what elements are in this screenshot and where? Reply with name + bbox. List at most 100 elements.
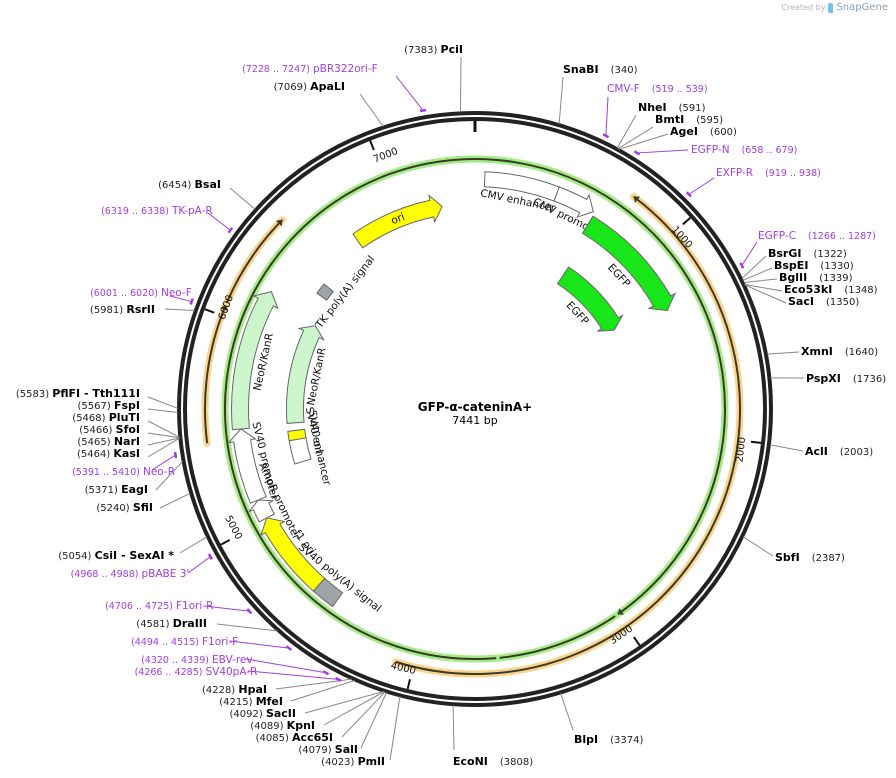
orf-line[interactable] bbox=[204, 304, 227, 444]
enzyme-site[interactable]: (5981) RsrII bbox=[90, 303, 195, 316]
orf-line[interactable] bbox=[224, 158, 726, 660]
enzyme-label[interactable]: (5464) KasI bbox=[77, 447, 140, 460]
enzyme-label[interactable]: (5371) EagI bbox=[85, 483, 148, 496]
enzyme-label[interactable]: (5466) SfoI bbox=[79, 423, 140, 436]
enzyme-label[interactable]: (5583) PflFI - Tth111I bbox=[16, 387, 140, 400]
primer-site[interactable]: (4706 .. 4725) F1ori-R bbox=[105, 600, 253, 615]
enzyme-label[interactable]: (4023) PmlI bbox=[321, 755, 385, 768]
feature-shape[interactable] bbox=[227, 428, 267, 504]
enzyme-site[interactable]: (5054) CsiI - SexAI * bbox=[58, 536, 208, 562]
enzyme-site[interactable]: (6454) BsaI bbox=[158, 178, 256, 210]
enzyme-label[interactable]: (4085) Acc65I bbox=[256, 731, 333, 744]
enzyme-label[interactable]: NheI (591) bbox=[638, 101, 706, 114]
feature-shape[interactable] bbox=[248, 499, 275, 523]
feature-shape[interactable] bbox=[352, 194, 443, 249]
primer-site[interactable]: EGFP-N (658 .. 679) bbox=[633, 144, 797, 156]
enzyme-site[interactable]: (5567) FspI bbox=[78, 399, 179, 413]
primer-label[interactable]: CMV-F (519 .. 539) bbox=[607, 83, 708, 95]
feature-shape[interactable] bbox=[288, 437, 312, 465]
enzyme-label[interactable]: (4092) SacII bbox=[230, 707, 297, 720]
enzyme-label[interactable]: SnaBI (340) bbox=[563, 63, 638, 76]
enzyme-label[interactable]: Eco53kI (1348) bbox=[784, 283, 878, 296]
primer-label[interactable]: (6001 .. 6020) Neo-F bbox=[90, 287, 192, 299]
feature-shape[interactable] bbox=[231, 291, 279, 431]
enzyme-site[interactable]: (5468) PluTI bbox=[72, 411, 180, 438]
enzyme-site[interactable]: (4085) Acc65I bbox=[256, 691, 386, 744]
enzyme-site[interactable]: BmtI (595) bbox=[617, 113, 723, 150]
primer-label[interactable]: (4266 .. 4285) SV40pA-R bbox=[135, 666, 258, 678]
enzyme-site[interactable]: EcoNI (3808) bbox=[452, 705, 533, 768]
enzyme-site[interactable]: BspEI (1330) bbox=[742, 259, 854, 281]
enzyme-label[interactable]: (4089) KpnI bbox=[250, 719, 315, 732]
enzyme-label[interactable]: EcoNI (3808) bbox=[453, 755, 533, 768]
enzyme-site[interactable]: (7069) ApaLI bbox=[274, 80, 384, 127]
enzyme-site[interactable]: (5240) SfiI bbox=[96, 492, 191, 514]
enzyme-site[interactable]: (7383) PciI bbox=[404, 43, 463, 113]
enzyme-label[interactable]: (5465) NarI bbox=[77, 435, 140, 448]
enzyme-site[interactable]: BsrGI (1322) bbox=[741, 247, 847, 279]
enzyme-site[interactable]: SnaBI (340) bbox=[558, 63, 638, 125]
feature-shape[interactable] bbox=[553, 186, 594, 218]
enzyme-label[interactable]: (4215) MfeI bbox=[219, 695, 283, 708]
enzyme-site[interactable]: SbfI (2387) bbox=[742, 536, 845, 564]
primer-site[interactable]: EGFP-C (1266 .. 1287) bbox=[739, 230, 876, 269]
primer-site[interactable]: (4494 .. 4515) F1ori-F bbox=[131, 636, 293, 651]
enzyme-label[interactable]: BsrGI (1322) bbox=[768, 247, 847, 260]
enzyme-site[interactable]: (4228) HpaI bbox=[202, 678, 352, 696]
feature-shape[interactable] bbox=[581, 215, 677, 312]
orf-line[interactable] bbox=[225, 219, 284, 304]
primer-site[interactable]: EXFP-R (919 .. 938) bbox=[685, 167, 821, 198]
enzyme-site[interactable]: Eco53kI (1348) bbox=[744, 283, 878, 296]
enzyme-label[interactable]: BspEI (1330) bbox=[774, 259, 854, 272]
feature-neor-kanr-outer-[interactable]: NeoR/KanR bbox=[231, 291, 279, 431]
primer-label[interactable]: (5391 .. 5410) Neo-R bbox=[72, 466, 175, 478]
primer-label[interactable]: EGFP-N (658 .. 679) bbox=[691, 144, 797, 156]
primer-site[interactable]: (4320 .. 4339) EBV-rev bbox=[141, 654, 330, 676]
enzyme-label[interactable]: (4079) SalI bbox=[298, 743, 358, 756]
orf-line[interactable] bbox=[395, 195, 741, 675]
primer-label[interactable]: (4494 .. 4515) F1ori-F bbox=[131, 636, 238, 648]
feature-shape[interactable] bbox=[287, 428, 307, 442]
enzyme-site[interactable]: (5465) NarI bbox=[77, 435, 180, 448]
enzyme-label[interactable]: BmtI (595) bbox=[655, 113, 723, 126]
primer-site[interactable]: (7228 .. 7247) pBR322ori-F bbox=[242, 63, 427, 113]
enzyme-label[interactable]: BglII (1339) bbox=[779, 271, 853, 284]
primer-site[interactable]: (4968 .. 4988) pBABE 3' bbox=[71, 553, 214, 580]
primer-label[interactable]: (4968 .. 4988) pBABE 3' bbox=[71, 568, 190, 580]
enzyme-site[interactable]: NheI (591) bbox=[616, 101, 706, 149]
primer-label[interactable]: EGFP-C (1266 .. 1287) bbox=[758, 230, 876, 242]
feature-shape[interactable] bbox=[286, 325, 325, 424]
enzyme-site[interactable]: PspXI (1736) bbox=[770, 372, 886, 385]
enzyme-label[interactable]: SacI (1350) bbox=[788, 295, 859, 308]
feature-shape[interactable] bbox=[260, 517, 326, 592]
enzyme-label[interactable]: (5240) SfiI bbox=[96, 501, 153, 514]
primer-site[interactable]: (6001 .. 6020) Neo-F bbox=[90, 287, 194, 305]
primer-site[interactable]: (5391 .. 5410) Neo-R bbox=[72, 451, 178, 478]
primer-site[interactable]: CMV-F (519 .. 539) bbox=[602, 83, 708, 139]
enzyme-site[interactable]: (4089) KpnI bbox=[250, 691, 385, 732]
enzyme-label[interactable]: AclI (2003) bbox=[805, 445, 873, 458]
primer-label[interactable]: EXFP-R (919 .. 938) bbox=[716, 167, 821, 179]
enzyme-label[interactable]: AgeI (600) bbox=[670, 125, 737, 138]
feature-shape[interactable] bbox=[312, 577, 344, 608]
enzyme-site[interactable]: (4581) DraIII bbox=[136, 617, 278, 632]
enzyme-label[interactable]: (6454) BsaI bbox=[158, 178, 221, 191]
enzyme-label[interactable]: (5981) RsrII bbox=[90, 303, 155, 316]
enzyme-site[interactable]: (5464) KasI bbox=[77, 437, 180, 460]
enzyme-label[interactable]: PspXI (1736) bbox=[806, 372, 886, 385]
primer-site[interactable]: (4266 .. 4285) SV40pA-R bbox=[135, 666, 342, 682]
enzyme-label[interactable]: BlpI (3374) bbox=[574, 733, 643, 746]
primer-label[interactable]: (4706 .. 4725) F1ori-R bbox=[105, 600, 213, 612]
enzyme-label[interactable]: (7069) ApaLI bbox=[274, 80, 345, 93]
feature-shape[interactable] bbox=[556, 266, 624, 332]
feature-ori[interactable]: ori bbox=[352, 194, 443, 249]
enzyme-site[interactable]: AclI (2003) bbox=[769, 444, 873, 458]
enzyme-site[interactable]: (4079) SalI bbox=[298, 692, 387, 756]
enzyme-label[interactable]: (4228) HpaI bbox=[202, 683, 267, 696]
enzyme-site[interactable]: (4215) MfeI bbox=[219, 680, 355, 708]
enzyme-site[interactable]: XmnI (1640) bbox=[766, 345, 878, 358]
enzyme-label[interactable]: (7383) PciI bbox=[404, 43, 463, 56]
enzyme-label[interactable]: (5054) CsiI - SexAI * bbox=[58, 549, 174, 562]
enzyme-site[interactable]: AgeI (600) bbox=[618, 125, 737, 150]
enzyme-site[interactable]: SacI (1350) bbox=[744, 284, 859, 308]
